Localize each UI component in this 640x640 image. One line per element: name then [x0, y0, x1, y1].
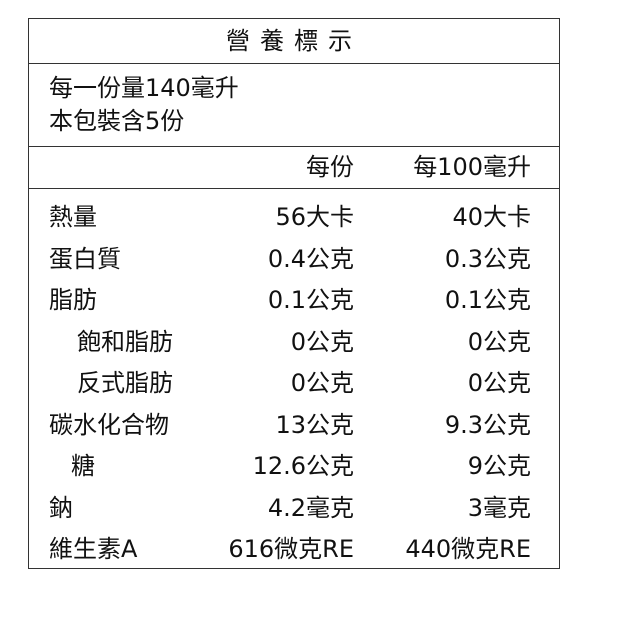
header-per-100: 每100毫升	[413, 153, 531, 181]
nutrient-row: 熱量 56大卡 40大卡	[29, 197, 559, 239]
nutrient-name: 鈉	[49, 493, 73, 522]
value-per-serving: 0.1公克	[267, 286, 354, 314]
nutrient-rows: 熱量 56大卡 40大卡蛋白質 0.4公克 0.3公克脂肪 0.1公克 0.1公克飽和脂肪 0…	[29, 189, 559, 571]
value-per-100: 40大卡	[452, 203, 531, 231]
value-per-100: 3毫克	[467, 493, 531, 522]
nutrient-name: 反式脂肪	[77, 369, 173, 397]
value-per-100: 9公克	[467, 452, 531, 480]
nutrient-row: 脂肪 0.1公克 0.1公克	[29, 280, 559, 322]
value-per-100: 440微克RE	[405, 535, 531, 563]
nutrient-name: 熱量	[49, 203, 97, 231]
nutrient-row: 鈉 4.2毫克 3毫克	[29, 488, 559, 530]
nutrient-name: 蛋白質	[49, 244, 121, 273]
value-per-serving: 616微克RE	[228, 535, 354, 563]
nutrient-row: 碳水化合物 13公克 9.3公克	[29, 405, 559, 447]
serving-info: 每一份量140毫升 本包裝含5份	[29, 64, 559, 147]
nutrient-row: 反式脂肪 0公克 0公克	[29, 363, 559, 405]
value-per-serving: 4.2毫克	[267, 493, 354, 522]
nutrient-row: 維生素A 616微克RE 440微克RE	[29, 529, 559, 571]
servings-per-package: 本包裝含5份	[49, 107, 185, 135]
value-per-serving: 0公克	[290, 369, 354, 397]
serving-size: 每一份量140毫升	[49, 74, 239, 102]
nutrient-name: 維生素A	[49, 535, 138, 563]
label-title: 營養標示	[29, 19, 559, 64]
nutrient-row: 蛋白質 0.4公克 0.3公克	[29, 239, 559, 281]
nutrient-name: 脂肪	[49, 286, 97, 314]
value-per-100: 0公克	[467, 369, 531, 397]
column-header: 每份 每100毫升	[29, 147, 559, 189]
nutrient-name: 碳水化合物	[49, 410, 169, 439]
nutrition-label: 營養標示 每一份量140毫升 本包裝含5份 每份 每100毫升 熱量 56大卡 40…	[28, 18, 560, 569]
value-per-serving: 12.6公克	[252, 452, 354, 480]
value-per-100: 9.3公克	[444, 410, 531, 439]
value-per-100: 0.3公克	[444, 244, 531, 273]
nutrient-name: 飽和脂肪	[77, 327, 173, 356]
value-per-serving: 56大卡	[275, 203, 354, 231]
nutrient-row: 飽和脂肪 0公克 0公克	[29, 322, 559, 364]
nutrient-row: 糖 12.6公克 9公克	[29, 446, 559, 488]
value-per-100: 0.1公克	[444, 286, 531, 314]
header-per-serving: 每份	[306, 153, 354, 181]
value-per-serving: 13公克	[275, 410, 354, 439]
value-per-serving: 0公克	[290, 327, 354, 356]
value-per-100: 0公克	[467, 327, 531, 356]
value-per-serving: 0.4公克	[267, 244, 354, 273]
nutrient-name: 糖	[71, 452, 95, 480]
